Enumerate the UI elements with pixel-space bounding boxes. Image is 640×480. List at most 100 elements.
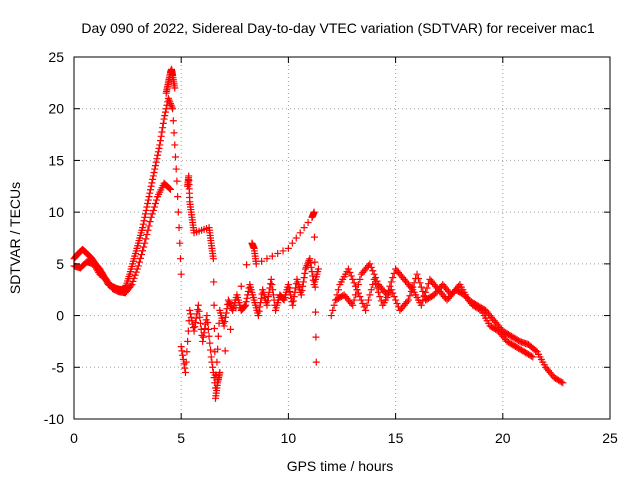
- data-point: [141, 239, 149, 247]
- data-point: [165, 184, 173, 192]
- y-tick-label: 10: [48, 204, 64, 220]
- data-point: [292, 234, 300, 242]
- y-axis-label: SDTVAR / TECUs: [7, 182, 23, 294]
- data-point: [296, 229, 304, 237]
- data-point: [150, 203, 158, 211]
- data-point: [166, 98, 174, 106]
- data-point: [289, 301, 297, 309]
- data-point: [171, 84, 179, 92]
- data-point: [148, 210, 156, 218]
- data-point: [157, 132, 165, 140]
- data-point: [139, 247, 147, 255]
- data-point: [298, 287, 306, 295]
- data-point: [417, 283, 425, 291]
- data-point: [170, 129, 178, 137]
- data-point: [174, 208, 182, 216]
- data-point: [210, 278, 218, 286]
- data-point: [156, 137, 164, 145]
- data-point: [344, 265, 352, 273]
- data-point: [268, 252, 276, 260]
- data-point: [145, 193, 153, 201]
- data-point: [181, 364, 189, 372]
- data-point: [366, 260, 374, 268]
- data-point: [367, 263, 375, 271]
- data-point: [179, 351, 187, 359]
- data-point: [169, 117, 177, 125]
- data-point: [376, 293, 384, 301]
- data-point: [327, 312, 335, 320]
- data-point: [350, 279, 358, 287]
- data-point: [254, 312, 262, 320]
- data-point: [155, 144, 163, 152]
- data-point: [199, 337, 207, 345]
- x-tick-label: 25: [602, 430, 618, 446]
- data-point: [194, 306, 202, 314]
- data-point: [204, 325, 212, 333]
- data-point: [177, 343, 185, 351]
- data-point: [151, 165, 159, 173]
- data-point: [387, 278, 395, 286]
- data-point: [151, 200, 159, 208]
- data-point: [149, 172, 157, 180]
- data-point: [303, 262, 311, 270]
- data-point: [222, 313, 230, 321]
- data-point: [129, 277, 137, 285]
- data-point: [200, 329, 208, 337]
- data-point: [356, 293, 364, 301]
- data-point: [288, 239, 296, 247]
- data-point: [130, 274, 138, 282]
- data-point: [304, 218, 312, 226]
- data-point: [419, 297, 427, 305]
- data-point: [274, 250, 282, 258]
- series-trace-low-branch: [70, 179, 174, 297]
- data-point: [346, 268, 354, 276]
- data-point: [189, 324, 197, 332]
- data-point: [131, 271, 139, 279]
- data-point: [161, 108, 169, 116]
- data-point: [420, 293, 428, 301]
- data-point: [203, 312, 211, 320]
- data-point: [290, 293, 298, 301]
- data-point: [151, 162, 159, 170]
- data-point: [174, 193, 182, 201]
- data-point: [299, 278, 307, 286]
- data-point: [139, 224, 147, 232]
- data-point: [366, 291, 374, 299]
- data-point: [210, 325, 218, 332]
- data-point: [199, 333, 207, 341]
- data-point: [383, 291, 391, 299]
- data-point: [359, 300, 367, 308]
- data-point: [220, 322, 228, 330]
- data-point: [279, 295, 287, 303]
- data-point: [267, 280, 275, 288]
- data-point: [532, 347, 540, 355]
- plot-frame: [73, 56, 611, 420]
- data-point: [299, 282, 307, 290]
- data-point: [252, 260, 260, 268]
- data-point: [145, 222, 153, 230]
- y-tick-label: 20: [48, 101, 64, 117]
- data-point: [364, 296, 372, 304]
- data-point: [182, 358, 190, 366]
- data-point: [269, 286, 277, 294]
- data-point: [329, 306, 337, 314]
- data-point: [149, 175, 157, 183]
- data-point: [413, 270, 421, 278]
- data-point: [307, 263, 315, 271]
- data-point: [237, 282, 245, 290]
- data-point: [176, 239, 184, 247]
- data-point: [285, 284, 293, 292]
- data-point: [188, 317, 196, 325]
- data-point: [146, 189, 154, 197]
- data-point: [207, 346, 215, 354]
- data-point: [232, 304, 240, 312]
- y-tick-label: -5: [52, 359, 65, 375]
- data-point: [139, 220, 147, 228]
- data-point: [149, 206, 157, 214]
- data-point: [204, 318, 212, 326]
- data-point: [243, 261, 251, 269]
- data-point: [352, 291, 360, 299]
- data-point: [284, 244, 292, 252]
- data-point: [258, 257, 266, 265]
- data-point: [205, 332, 213, 340]
